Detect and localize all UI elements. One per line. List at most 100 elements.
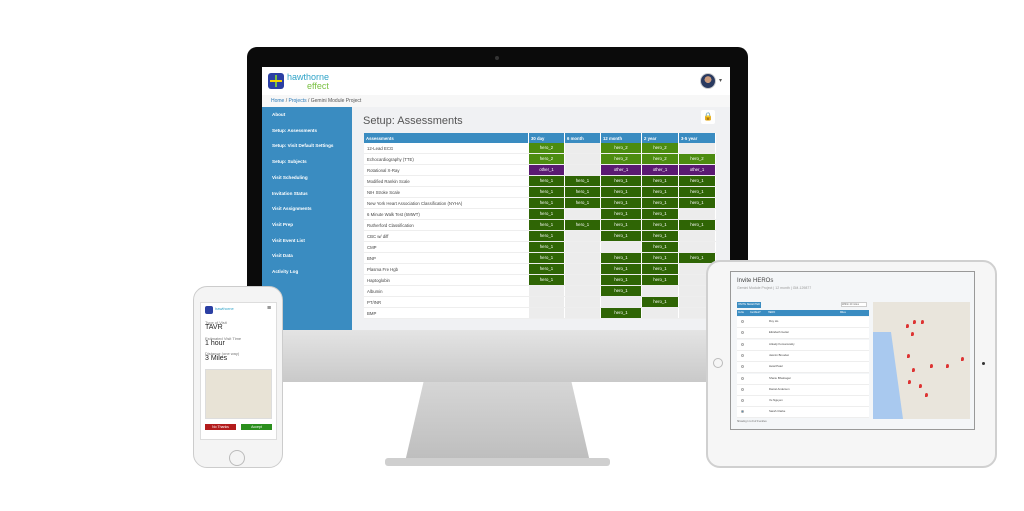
schedule-cell[interactable]: hero_1	[601, 308, 642, 318]
column-header[interactable]: 30 day	[529, 133, 565, 143]
sidebar-item[interactable]: About	[272, 112, 286, 117]
schedule-cell[interactable]	[529, 297, 565, 307]
invite-radio[interactable]	[741, 376, 744, 380]
invite-radio[interactable]	[741, 331, 744, 335]
schedule-cell[interactable]: hero_1	[642, 176, 679, 186]
schedule-cell[interactable]: hero_1	[601, 275, 642, 285]
sidebar-item[interactable]: Setup: Visit Default Settings	[272, 143, 334, 149]
breadcrumb-projects[interactable]: Projects	[288, 98, 307, 104]
schedule-cell[interactable]	[642, 308, 679, 318]
schedule-cell[interactable]: hero_2	[679, 154, 716, 164]
map-pin-icon[interactable]	[961, 357, 964, 361]
schedule-cell[interactable]: hero_2	[601, 143, 642, 153]
schedule-cell[interactable]: hero_1	[679, 176, 716, 186]
schedule-cell[interactable]	[679, 143, 716, 153]
invite-radio[interactable]	[741, 387, 744, 391]
schedule-cell[interactable]: hero_1	[601, 231, 642, 241]
map-pin-icon[interactable]	[907, 354, 910, 358]
schedule-cell[interactable]	[642, 286, 679, 296]
map[interactable]	[873, 302, 970, 419]
column-header[interactable]: 12 month	[601, 133, 642, 143]
schedule-cell[interactable]: hero_1	[642, 275, 679, 285]
schedule-cell[interactable]: hero_2	[529, 143, 565, 153]
lock-icon[interactable]: 🔒	[701, 110, 715, 124]
schedule-cell[interactable]	[565, 253, 601, 263]
schedule-cell[interactable]: hero_1	[679, 220, 716, 230]
schedule-cell[interactable]: hero_1	[529, 253, 565, 263]
chevron-down-icon[interactable]: ▾	[719, 78, 723, 84]
schedule-cell[interactable]	[565, 209, 601, 219]
schedule-cell[interactable]: hero_2	[529, 154, 565, 164]
sidebar-item[interactable]: Visit Data	[272, 253, 293, 259]
schedule-cell[interactable]	[529, 286, 565, 296]
schedule-cell[interactable]: hero_1	[529, 264, 565, 274]
column-header[interactable]: Invite	[738, 311, 744, 314]
schedule-cell[interactable]	[565, 286, 601, 296]
schedule-cell[interactable]: hero_1	[529, 231, 565, 241]
schedule-cell[interactable]: hero_1	[642, 242, 679, 252]
schedule-cell[interactable]: other_1	[529, 165, 565, 175]
schedule-cell[interactable]: hero_1	[529, 209, 565, 219]
invite-radio[interactable]	[741, 320, 744, 323]
schedule-cell[interactable]: hero_1	[601, 176, 642, 186]
schedule-cell[interactable]: hero_1	[679, 187, 716, 197]
sidebar-item[interactable]: Invitation Status	[272, 190, 308, 196]
schedule-cell[interactable]	[601, 242, 642, 252]
schedule-cell[interactable]: hero_1	[601, 220, 642, 230]
schedule-cell[interactable]: hero_1	[529, 242, 565, 252]
breadcrumb-home[interactable]: Home	[271, 98, 285, 104]
no-thanks-button[interactable]: No Thanks	[205, 424, 236, 430]
schedule-cell[interactable]: hero_1	[529, 220, 565, 230]
sidebar-item[interactable]: Activity Log	[272, 269, 299, 274]
map-pin-icon[interactable]	[919, 384, 922, 388]
schedule-cell[interactable]: hero_2	[601, 154, 642, 164]
schedule-cell[interactable]	[565, 231, 601, 241]
schedule-cell[interactable]: hero_1	[642, 220, 679, 230]
schedule-cell[interactable]: hero_1	[642, 297, 679, 307]
schedule-cell[interactable]: hero_1	[565, 198, 601, 208]
sidebar-item[interactable]: Visit Assignments	[272, 206, 312, 212]
column-header[interactable]: Miles	[840, 311, 846, 314]
map-pin-icon[interactable]	[906, 324, 909, 328]
schedule-cell[interactable]: hero_1	[529, 198, 565, 208]
schedule-cell[interactable]	[565, 275, 601, 285]
schedule-cell[interactable]: hero_1	[642, 187, 679, 197]
invite-radio[interactable]	[741, 353, 744, 357]
schedule-cell[interactable]	[565, 308, 601, 318]
schedule-cell[interactable]: other_1	[679, 165, 716, 175]
schedule-cell[interactable]: hero_1	[565, 220, 601, 230]
schedule-cell[interactable]: other_1	[601, 165, 642, 175]
schedule-cell[interactable]: hero_1	[529, 176, 565, 186]
schedule-cell[interactable]	[679, 209, 716, 219]
sidebar-item[interactable]: Visit Prep	[272, 221, 294, 227]
schedule-cell[interactable]: hero_1	[642, 264, 679, 274]
schedule-cell[interactable]	[565, 264, 601, 274]
column-header[interactable]: Certified?	[750, 311, 761, 314]
schedule-cell[interactable]: hero_1	[529, 187, 565, 197]
schedule-cell[interactable]: hero_2	[642, 154, 679, 164]
column-header[interactable]: 2 year	[642, 133, 679, 143]
map-pin-icon[interactable]	[921, 320, 924, 324]
map-pin-icon[interactable]	[946, 364, 949, 368]
map-pin-icon[interactable]	[912, 368, 915, 372]
schedule-cell[interactable]	[601, 297, 642, 307]
schedule-cell[interactable]: hero_1	[565, 176, 601, 186]
schedule-cell[interactable]: hero_1	[601, 187, 642, 197]
schedule-cell[interactable]	[565, 143, 601, 153]
avatar[interactable]	[700, 73, 716, 89]
schedule-cell[interactable]: hero_1	[642, 231, 679, 241]
schedule-cell[interactable]	[565, 242, 601, 252]
schedule-cell[interactable]: hero_1	[601, 209, 642, 219]
schedule-cell[interactable]: other_1	[642, 165, 679, 175]
logo-icon[interactable]	[268, 73, 284, 89]
schedule-cell[interactable]: hero_1	[601, 253, 642, 263]
schedule-cell[interactable]: hero_1	[679, 253, 716, 263]
map-pin-icon[interactable]	[913, 320, 916, 324]
map-pin-icon[interactable]	[925, 393, 928, 397]
map-pin-icon[interactable]	[930, 364, 933, 368]
distance-filter-select[interactable]: Within 20 miles	[841, 302, 867, 307]
invite-radio[interactable]	[741, 342, 744, 346]
sidebar-item[interactable]: Visit Event List	[272, 237, 305, 243]
schedule-cell[interactable]	[565, 154, 601, 164]
schedule-cell[interactable]	[529, 308, 565, 318]
